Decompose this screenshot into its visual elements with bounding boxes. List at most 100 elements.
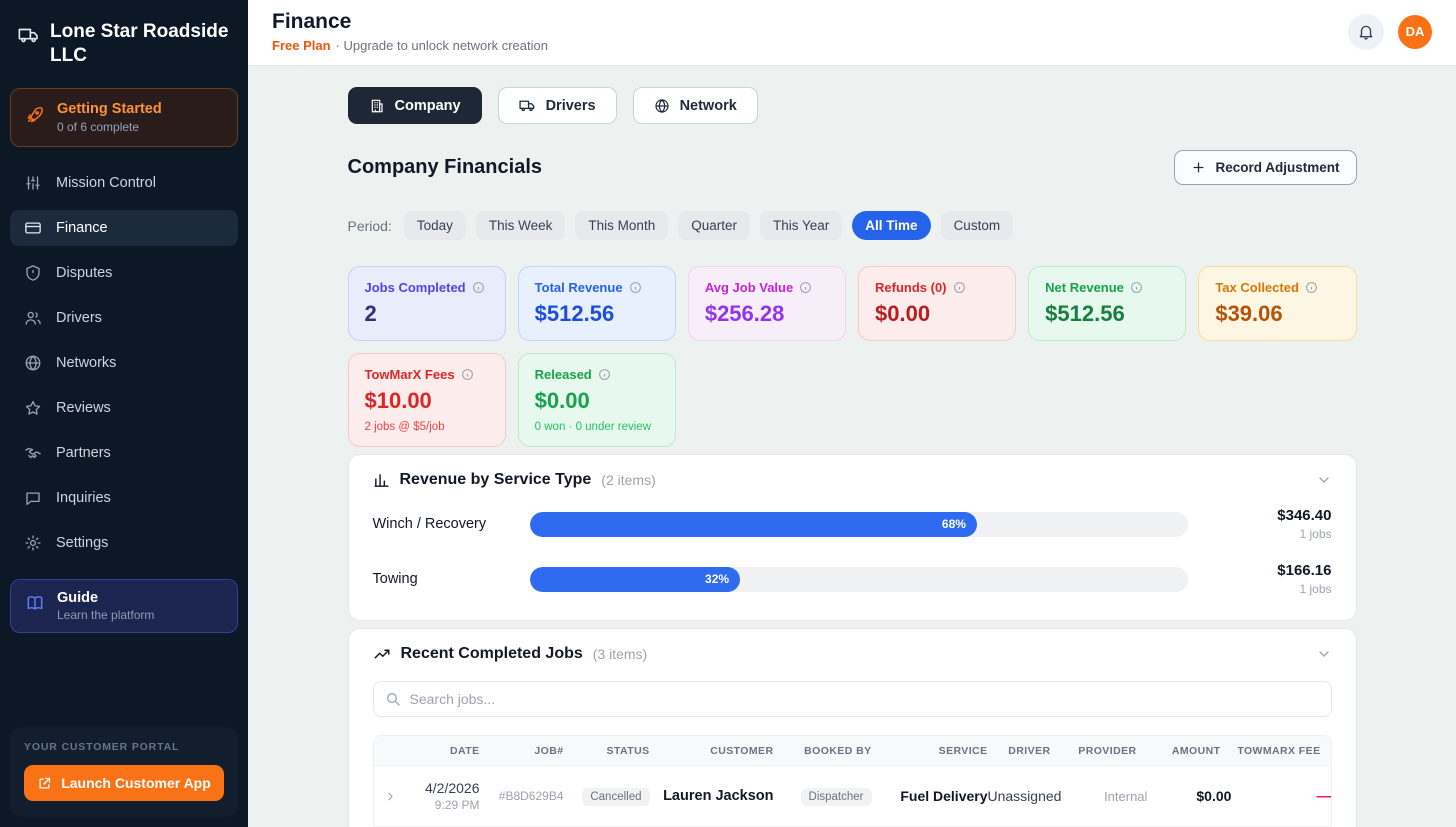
- stat-label: Total Revenue: [534, 280, 623, 295]
- guide-card[interactable]: Guide Learn the platform: [10, 578, 238, 633]
- globe-icon: [24, 354, 42, 372]
- stat-value: $0.00: [875, 301, 931, 326]
- col-date: DATE: [450, 744, 480, 757]
- stat-towmarx-fees: TowMarX Fees $10.00 2 jobs @ $5/job: [347, 353, 506, 447]
- info-icon[interactable]: [629, 281, 642, 294]
- info-icon[interactable]: [472, 281, 485, 294]
- stat-value: $0.00: [534, 388, 590, 413]
- external-link-icon: [37, 776, 52, 791]
- revenue-panel-title: Revenue by Service Type: [399, 471, 592, 488]
- stat-value: $10.00: [364, 388, 432, 413]
- period-today[interactable]: Today: [403, 211, 466, 240]
- info-icon[interactable]: [799, 281, 812, 294]
- chevron-down-icon[interactable]: [1316, 472, 1332, 488]
- revenue-row-towing: Towing 32% $166.16 1 jobs: [373, 562, 1332, 596]
- sidebar: Lone Star Roadside LLC Getting Started 0…: [0, 0, 248, 827]
- sidebar-item-drivers[interactable]: Drivers: [10, 300, 238, 336]
- guide-title: Guide: [57, 589, 99, 606]
- sidebar-item-label: Reviews: [56, 399, 111, 416]
- getting-started-card[interactable]: Getting Started 0 of 6 complete: [10, 87, 238, 147]
- driver-name: Unassigned: [987, 788, 1062, 804]
- period-selector: Period: Today This Week This Month Quart…: [348, 211, 1357, 240]
- job-date: 4/2/2026: [425, 780, 480, 796]
- sidebar-item-partners[interactable]: Partners: [10, 435, 238, 471]
- stat-label: Jobs Completed: [364, 280, 466, 295]
- plan-subtitle: Free Plan · Upgrade to unlock network cre…: [272, 38, 548, 53]
- job-number: #B8D629B4: [498, 789, 564, 803]
- top-header: Finance Free Plan · Upgrade to unlock net…: [248, 0, 1456, 66]
- chevron-right-icon[interactable]: [378, 790, 402, 803]
- revenue-by-service-panel: Revenue by Service Type (2 items) Winch …: [347, 454, 1357, 621]
- stat-label: Tax Collected: [1215, 280, 1299, 295]
- percent-label: 68%: [941, 517, 966, 531]
- sidebar-item-label: Drivers: [56, 309, 102, 326]
- sidebar-item-mission-control[interactable]: Mission Control: [10, 165, 238, 201]
- record-adjustment-button[interactable]: Record Adjustment: [1174, 150, 1357, 185]
- info-icon[interactable]: [1305, 281, 1318, 294]
- sidebar-item-reviews[interactable]: Reviews: [10, 390, 238, 426]
- info-icon[interactable]: [461, 368, 474, 381]
- period-all-time[interactable]: All Time: [852, 211, 931, 240]
- stat-value: $512.56: [534, 301, 615, 326]
- stat-jobs-completed: Jobs Completed 2: [347, 266, 506, 341]
- notifications-button[interactable]: [1348, 13, 1384, 50]
- revenue-panel-count: (2 items): [601, 472, 656, 488]
- stat-value: $512.56: [1045, 301, 1125, 326]
- jobs-table-header: DATE JOB# STATUS CUSTOMER BOOKED BY SERV…: [373, 736, 1331, 766]
- period-this-year[interactable]: This Year: [759, 211, 843, 240]
- col-amount: AMOUNT: [1171, 744, 1221, 757]
- service-label: Winch / Recovery: [372, 516, 487, 532]
- period-this-week[interactable]: This Week: [475, 211, 566, 240]
- sidebar-item-label: Disputes: [56, 264, 113, 281]
- chevron-down-icon[interactable]: [1316, 646, 1332, 662]
- sidebar-item-networks[interactable]: Networks: [10, 345, 238, 381]
- period-quarter[interactable]: Quarter: [678, 211, 750, 240]
- tab-network[interactable]: Network: [632, 87, 758, 124]
- sidebar-item-label: Partners: [56, 444, 111, 461]
- record-adjustment-label: Record Adjustment: [1215, 160, 1340, 175]
- tab-company[interactable]: Company: [347, 87, 482, 124]
- period-custom[interactable]: Custom: [940, 211, 1014, 240]
- stat-value: 2: [364, 301, 377, 326]
- main-area: Finance Free Plan · Upgrade to unlock net…: [248, 0, 1456, 827]
- table-row[interactable]: 4/2/2026 9:29 PM #B8D629B4 Cancelled Lau…: [373, 766, 1332, 826]
- building-icon: [369, 98, 385, 114]
- sidebar-spacer: [10, 633, 238, 728]
- towmarx-fee-dash: —: [1316, 787, 1332, 805]
- revenue-jobs-count: 1 jobs: [1299, 527, 1332, 541]
- sidebar-item-finance[interactable]: Finance: [10, 209, 238, 246]
- tab-company-label: Company: [394, 97, 461, 114]
- info-icon[interactable]: [598, 368, 611, 381]
- period-label: Period:: [347, 217, 392, 234]
- plan-note: · Upgrade to unlock network creation: [335, 38, 548, 53]
- revenue-row-winch-recovery: Winch / Recovery 68% $346.40 1 jobs: [373, 507, 1332, 541]
- info-icon[interactable]: [1130, 281, 1143, 294]
- stat-value: $39.06: [1215, 301, 1283, 326]
- avatar[interactable]: DA: [1398, 14, 1432, 49]
- search-jobs-input[interactable]: [372, 681, 1332, 717]
- star-icon: [24, 399, 42, 417]
- revenue-bar-track: 68%: [529, 511, 1188, 537]
- tab-drivers[interactable]: Drivers: [497, 87, 617, 124]
- sidebar-item-settings[interactable]: Settings: [10, 525, 238, 561]
- tab-network-label: Network: [679, 97, 737, 114]
- service-label: Towing: [372, 571, 418, 587]
- customer-name: Lauren Jackson: [663, 788, 774, 804]
- stat-released: Released $0.00 0 won · 0 under review: [517, 353, 676, 447]
- col-customer: CUSTOMER: [710, 744, 774, 757]
- col-driver: DRIVER: [1008, 744, 1051, 757]
- info-icon[interactable]: [953, 281, 966, 294]
- trending-up-icon: [373, 645, 391, 663]
- revenue-bar-fill: 68%: [529, 511, 977, 537]
- customer-portal-label: YOUR CUSTOMER PORTAL: [24, 741, 180, 753]
- customer-portal-card: YOUR CUSTOMER PORTAL Launch Customer App: [10, 727, 238, 817]
- launch-customer-app-button[interactable]: Launch Customer App: [24, 765, 224, 801]
- revenue-bar-track: 32%: [529, 566, 1188, 592]
- job-amount: $0.00: [1196, 788, 1232, 804]
- sidebar-item-label: Mission Control: [56, 174, 156, 191]
- financials-heading: Company Financials: [347, 156, 543, 178]
- sidebar-item-disputes[interactable]: Disputes: [10, 255, 238, 291]
- period-this-month[interactable]: This Month: [575, 211, 669, 240]
- sidebar-item-inquiries[interactable]: Inquiries: [10, 480, 238, 516]
